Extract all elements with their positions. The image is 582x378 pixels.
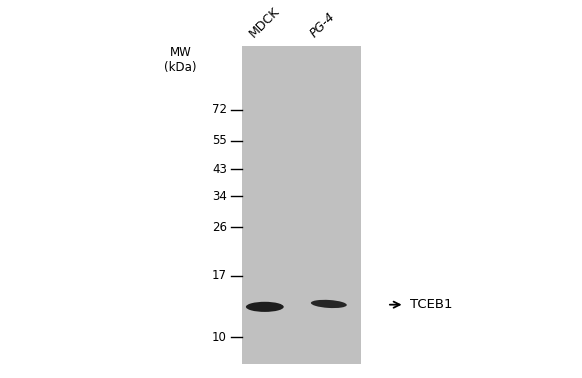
Text: 17: 17 [212,270,227,282]
Ellipse shape [311,300,347,308]
Text: MW
(kDa): MW (kDa) [164,45,197,74]
Text: 72: 72 [212,103,227,116]
Text: MDCK: MDCK [247,5,282,40]
Ellipse shape [246,302,283,312]
Bar [242,45,361,364]
Text: 55: 55 [212,134,227,147]
Text: 43: 43 [212,163,227,176]
Text: TCEB1: TCEB1 [410,298,453,311]
Text: 10: 10 [212,330,227,344]
Text: PG-4: PG-4 [308,10,338,40]
Text: 34: 34 [212,190,227,203]
Text: 26: 26 [212,221,227,234]
